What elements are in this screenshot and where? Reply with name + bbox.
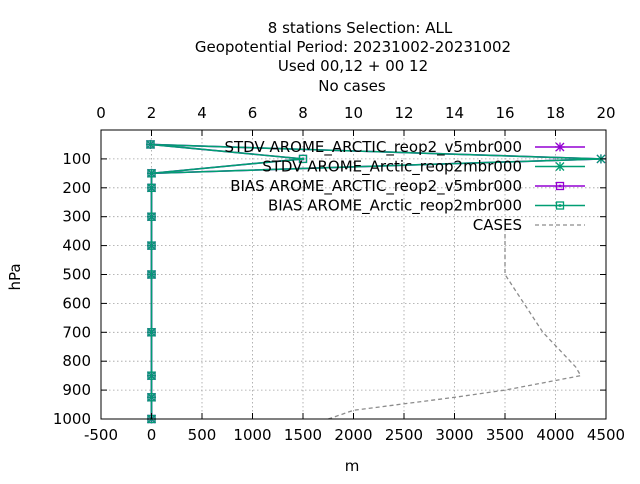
legend-item: STDV AROME_Arctic_reop2mbr000	[262, 158, 585, 177]
axis-ticks: -500 0 500 1000 1500 2000 2500 3000 3500 4000 4500…	[53, 104, 625, 444]
data-point	[147, 328, 156, 337]
x-tick-label: 4000	[536, 426, 574, 444]
y-tick-label: 500	[62, 266, 91, 284]
title-line-1: 8 stations Selection: ALL	[268, 19, 453, 37]
y-tick-label: 700	[62, 323, 91, 341]
legend-label: CASES	[473, 216, 522, 234]
y-tick-label: 100	[62, 150, 91, 168]
x2-tick-label: 8	[298, 104, 308, 122]
x2-tick-label: 16	[495, 104, 514, 122]
x-tick-label: 3500	[486, 426, 524, 444]
data-point	[147, 183, 156, 192]
x2-tick-label: 20	[596, 104, 615, 122]
legend-marker	[555, 142, 565, 152]
x-tick-label: 0	[147, 426, 157, 444]
x-tick-label: 3000	[435, 426, 473, 444]
y-tick-label: 600	[62, 294, 91, 312]
legend-label: BIAS AROME_ARCTIC_reop2_v5mbr000	[230, 177, 522, 196]
y-tick-label: 300	[62, 208, 91, 226]
x2-tick-label: 4	[197, 104, 207, 122]
y-tick-label: 400	[62, 237, 91, 255]
x2-tick-label: 10	[344, 104, 363, 122]
legend-label: STDV AROME_ARCTIC_reop2_v5mbr000	[224, 138, 522, 157]
data-point	[147, 212, 156, 221]
y-tick-label: 800	[62, 352, 91, 370]
legend-item: BIAS AROME_Arctic_reop2mbr000	[268, 197, 585, 216]
x-tick-label: -500	[84, 426, 118, 444]
x-tick-label: 2000	[334, 426, 372, 444]
data-point	[147, 371, 156, 380]
title-line-2: Geopotential Period: 20231002-20231002	[195, 38, 511, 56]
y-tick-label: 900	[62, 381, 91, 399]
title-line-4: No cases	[318, 77, 386, 95]
grid-lines	[101, 130, 606, 419]
legend-item: CASES	[473, 216, 585, 234]
x-tick-label: 2500	[385, 426, 423, 444]
legend-item: BIAS AROME_ARCTIC_reop2_v5mbr000	[230, 177, 585, 196]
legend-item: STDV AROME_ARCTIC_reop2_v5mbr000	[224, 138, 585, 157]
x2-tick-label: 2	[147, 104, 157, 122]
y-tick-label: 1000	[53, 410, 91, 428]
chart-title: 8 stations Selection: ALL Geopotential P…	[195, 19, 511, 95]
series-layer	[145, 139, 606, 424]
data-point	[146, 140, 155, 149]
x2-tick-label: 18	[546, 104, 565, 122]
series-4	[328, 234, 582, 420]
y-axis-label: hPa	[6, 263, 24, 290]
data-point	[147, 241, 156, 250]
legend-label: STDV AROME_Arctic_reop2mbr000	[262, 158, 522, 177]
x-tick-label: 4500	[587, 426, 625, 444]
series-3	[146, 140, 308, 424]
x-axis-label: m	[345, 457, 360, 475]
title-line-3: Used 00,12 + 00 12	[278, 57, 428, 75]
x-tick-label: 1500	[284, 426, 322, 444]
legend-label: BIAS AROME_Arctic_reop2mbr000	[268, 197, 522, 216]
x2-tick-label: 0	[96, 104, 106, 122]
data-point	[147, 169, 156, 178]
legend-marker	[555, 162, 565, 171]
x2-tick-label: 6	[248, 104, 258, 122]
series-line	[328, 234, 582, 420]
legend-marker	[555, 201, 565, 210]
legend-marker	[555, 181, 565, 191]
x2-tick-label: 12	[394, 104, 413, 122]
data-point	[298, 154, 308, 164]
x-tick-label: 1000	[233, 426, 271, 444]
x-tick-label: 500	[188, 426, 217, 444]
y-tick-label: 200	[62, 179, 91, 197]
data-point	[147, 270, 156, 279]
data-point	[147, 393, 156, 402]
x2-tick-label: 14	[445, 104, 464, 122]
